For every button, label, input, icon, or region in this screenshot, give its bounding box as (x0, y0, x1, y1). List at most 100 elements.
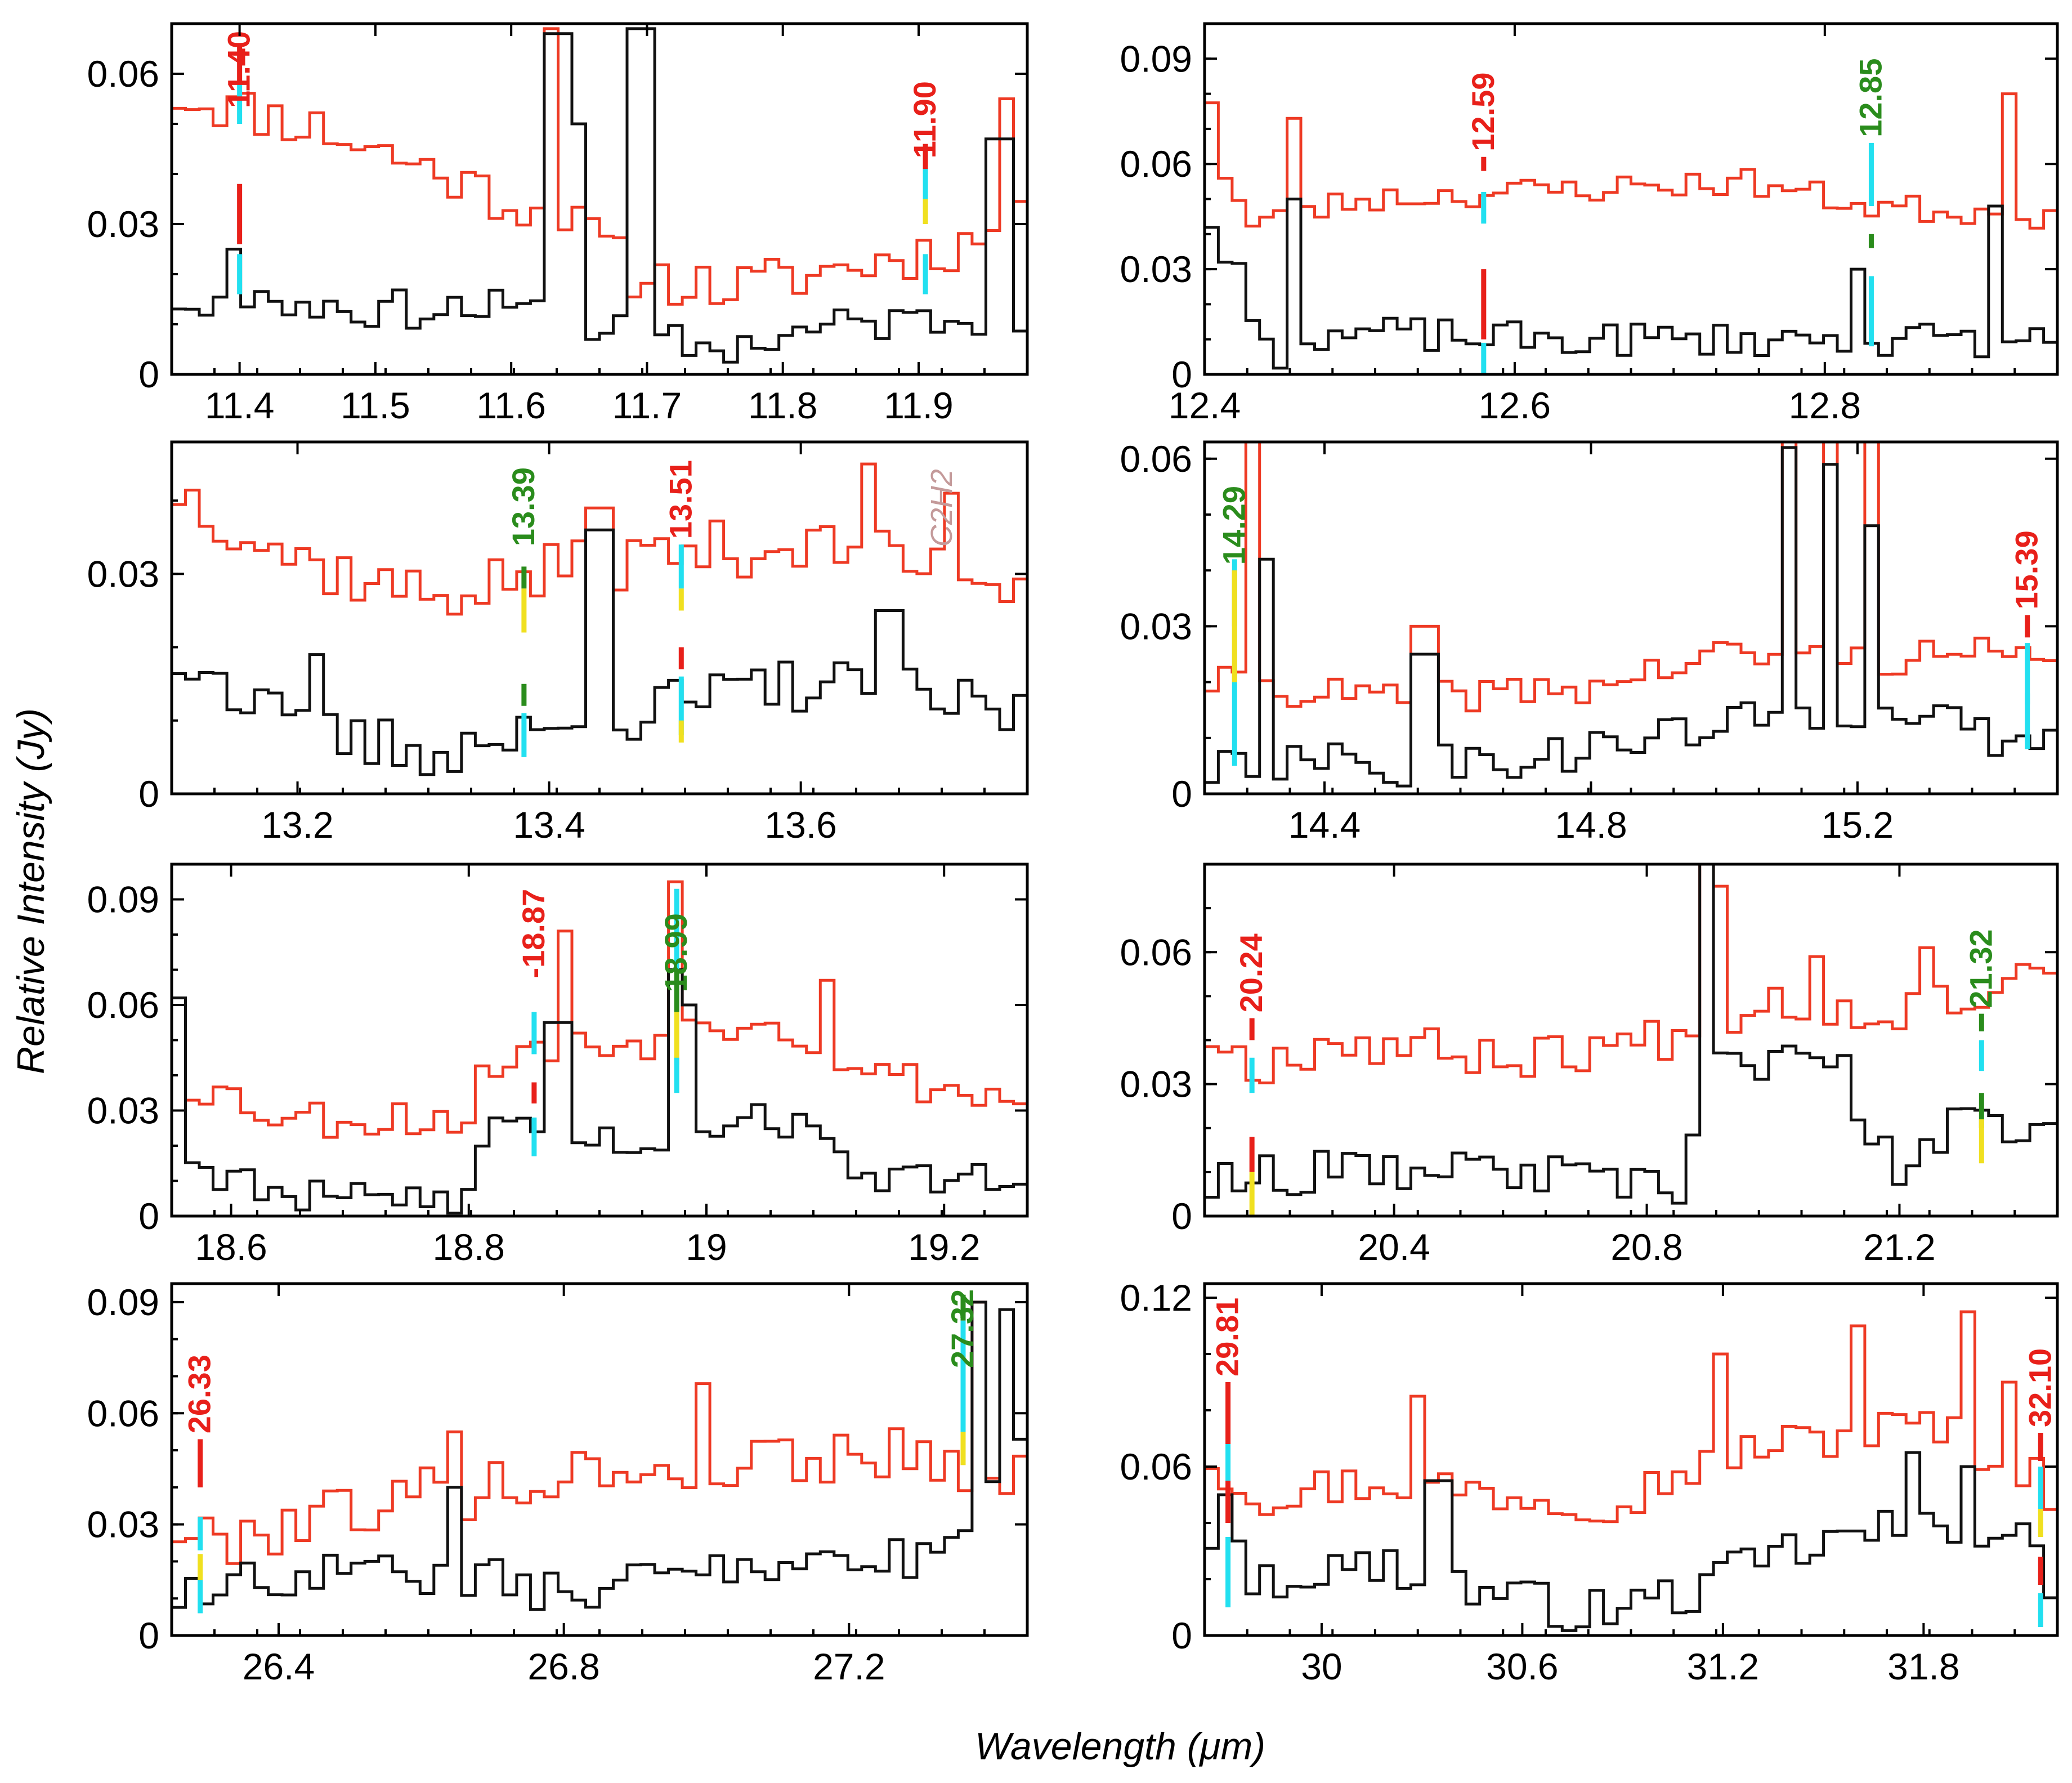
y-tick-label: 0.03 (87, 1504, 159, 1545)
x-tick-label: 12.4 (1169, 385, 1241, 426)
black-spectrum (172, 1301, 1027, 1611)
line-marker: 21.32 (1963, 929, 1998, 1164)
y-tick-label: 0 (138, 354, 159, 395)
line-marker: -18.87 (516, 889, 551, 1156)
x-tick-label: 18.8 (433, 1226, 505, 1268)
black-spectrum (1205, 446, 2057, 788)
line-marker: 12.85 (1853, 59, 1888, 347)
y-tick-label: 0 (1171, 773, 1192, 815)
red-spectrum (172, 462, 1027, 616)
y-tick-label: 0.12 (1120, 1277, 1192, 1319)
spectrum-panel: 26.33 27.32 26.4 26.8 27.2 0 0.03 0.06 0.09 (87, 1281, 1029, 1687)
line-marker: 13.39 (505, 467, 541, 757)
molecule-annotation: C2H2 (925, 469, 959, 547)
y-tick-label: 0.03 (87, 1090, 159, 1132)
x-tick-label: 30 (1301, 1646, 1342, 1687)
spectrum-panel: 20.24 21.32 20.4 20.8 21.2 0 0.03 0.06 (1120, 863, 2059, 1268)
spectrum-panel: -18.87 18.99 18.6 18.8 19 19.2 0 0.03 0.06 0.09 (87, 863, 1029, 1268)
line-label: 12.59 (1465, 73, 1501, 151)
x-tick-label: 11.9 (884, 385, 954, 426)
line-label: 12.85 (1853, 59, 1888, 137)
y-tick-label: 0.03 (1120, 605, 1192, 647)
line-marker: 15.39 (2009, 530, 2044, 749)
black-spectrum (1205, 864, 2057, 1205)
line-label: 21.32 (1963, 929, 1998, 1008)
y-tick-label: 0.03 (87, 203, 159, 245)
y-tick-label: 0.06 (1120, 143, 1192, 185)
line-marker: 32.10 (2022, 1348, 2057, 1627)
x-tick-label: 14.4 (1288, 804, 1361, 846)
x-tick-label: 11.5 (341, 385, 410, 426)
y-tick-label: 0 (138, 773, 159, 815)
spectrum-panel: 29.81 32.10 30 30.6 31.2 31.8 0 0.06 0.12 (1120, 1277, 2059, 1687)
y-tick-label: 0 (1171, 1615, 1192, 1656)
y-tick-label: 0 (138, 1615, 159, 1656)
y-tick-label: 0 (138, 1195, 159, 1237)
line-marker: 26.33 (182, 1355, 217, 1614)
y-tick-label: 0.03 (1120, 248, 1192, 290)
red-spectrum (1205, 92, 2057, 230)
y-tick-label: 0.06 (1120, 931, 1192, 973)
line-label: 11.40 (221, 31, 257, 108)
x-tick-label: 27.2 (813, 1646, 885, 1687)
line-label: 32.10 (2022, 1348, 2057, 1427)
black-spectrum (172, 968, 1027, 1215)
x-tick-label: 11.8 (748, 385, 818, 426)
y-tick-label: 0.03 (1120, 1063, 1192, 1105)
y-tick-label: 0.06 (87, 984, 159, 1026)
y-tick-label: 0.03 (87, 553, 159, 595)
line-label: 13.51 (663, 460, 698, 539)
y-tick-label: 0.06 (87, 1392, 159, 1434)
x-tick-label: 21.2 (1863, 1226, 1935, 1268)
line-label: 11.90 (907, 81, 942, 158)
y-axis-title: Relative Intensity (Jy) (10, 708, 52, 1074)
line-label: -18.87 (516, 889, 551, 978)
line-label: 15.39 (2009, 530, 2044, 609)
line-label: 20.24 (1233, 933, 1269, 1012)
line-label: 29.81 (1210, 1298, 1245, 1377)
x-tick-label: 11.4 (205, 385, 275, 426)
x-tick-label: 26.4 (243, 1646, 315, 1687)
line-label: 26.33 (182, 1355, 217, 1433)
y-tick-label: 0.06 (87, 53, 159, 95)
line-label: 27.32 (945, 1289, 980, 1368)
x-tick-label: 11.6 (476, 385, 546, 426)
y-tick-label: 0 (1171, 354, 1192, 395)
line-marker: 27.32 (945, 1289, 980, 1465)
x-tick-label: 31.8 (1887, 1646, 1959, 1687)
red-spectrum (1205, 1310, 2057, 1523)
y-tick-label: 0.09 (87, 879, 159, 920)
red-spectrum (172, 880, 1027, 1139)
black-spectrum (1205, 1451, 2057, 1632)
black-spectrum (1205, 198, 2057, 370)
red-spectrum (1205, 442, 2057, 713)
line-marker: 20.24 (1233, 933, 1269, 1216)
x-tick-label: 13.2 (261, 804, 333, 846)
spectrum-panel: 13.39 13.51 C2H2 13.2 13.4 13.6 0 0.03 (87, 440, 1029, 846)
line-marker: 18.99 (658, 888, 693, 1093)
line-marker: 14.29 (1216, 486, 1251, 766)
x-tick-label: 12.8 (1789, 385, 1861, 426)
x-tick-label: 19.2 (908, 1226, 980, 1268)
black-spectrum (172, 528, 1027, 776)
x-axis-title: Wavelength (μm) (975, 1725, 1265, 1768)
x-tick-label: 15.2 (1822, 804, 1894, 846)
x-tick-label: 20.4 (1358, 1226, 1430, 1268)
red-spectrum (1205, 864, 2057, 1084)
spectrum-panel: 12.59 12.85 12.4 12.6 12.8 0 0.03 0.06 0.09 (1120, 22, 2059, 426)
spectrum-panel: 14.29 15.39 14.4 14.8 15.2 0 0.03 0.06 (1120, 438, 2059, 846)
y-tick-label: 0.09 (1120, 38, 1192, 79)
line-marker: 29.81 (1210, 1298, 1245, 1607)
line-label: 18.99 (658, 913, 693, 992)
y-tick-label: 0 (1171, 1195, 1192, 1237)
red-spectrum (172, 27, 1027, 306)
y-tick-label: 0.06 (1120, 1446, 1192, 1487)
black-spectrum (172, 27, 1027, 364)
line-marker: 13.51 (663, 460, 698, 743)
x-tick-label: 13.4 (513, 804, 585, 846)
line-marker: 11.90 (907, 81, 942, 294)
x-tick-label: 14.8 (1555, 804, 1627, 846)
